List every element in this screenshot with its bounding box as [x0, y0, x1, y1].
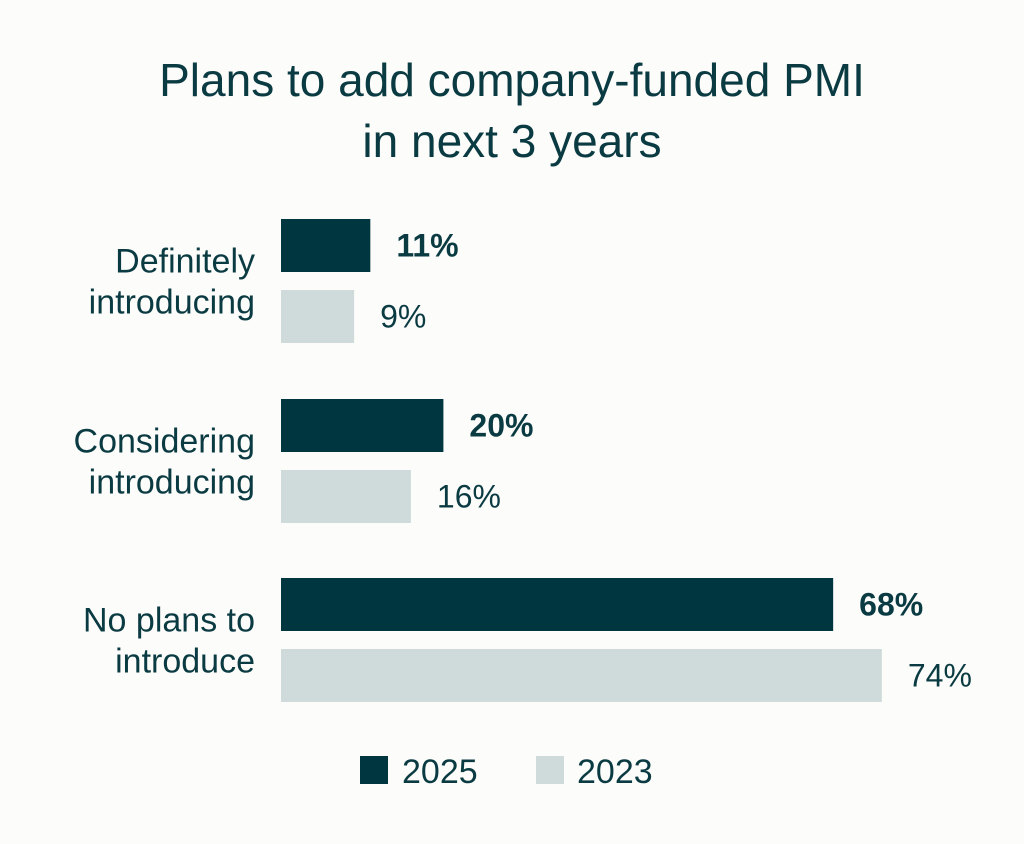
chart-title-line-2: in next 3 years [362, 115, 661, 167]
category-label-1: Considering introducing [74, 423, 255, 502]
chart-title-line-1: Plans to add company-funded PMI [159, 54, 865, 106]
data-label-2023-1: 16% [437, 479, 501, 515]
chart-title: Plans to add company-funded PMI in next … [159, 54, 865, 167]
bar-2025-0 [281, 219, 371, 272]
category-labels: Definitely introducing Considering introduc… [74, 243, 255, 681]
data-label-2023-2: 74% [908, 658, 972, 694]
bar-2023-0 [281, 290, 355, 343]
bar-2025-1 [281, 399, 444, 452]
bar-2023-2 [281, 649, 882, 702]
bar-2023-1 [281, 470, 411, 523]
legend-swatch-2023 [536, 756, 564, 784]
legend: 2025 2023 [360, 753, 653, 791]
bars [281, 219, 882, 702]
value-labels: 11% 9% 20% 16% 68% 74% [380, 228, 972, 694]
bar-2025-2 [281, 578, 834, 631]
legend-swatch-2025 [360, 756, 388, 784]
data-label-2025-2: 68% [859, 587, 923, 623]
category-label-0: Definitely introducing [89, 243, 255, 322]
data-label-2025-0: 11% [396, 228, 458, 264]
data-label-2023-0: 9% [380, 299, 426, 335]
legend-label-2025: 2025 [402, 753, 478, 791]
data-label-2025-1: 20% [469, 408, 533, 444]
legend-label-2023: 2023 [577, 753, 653, 791]
category-label-2: No plans to introduce [83, 602, 255, 681]
